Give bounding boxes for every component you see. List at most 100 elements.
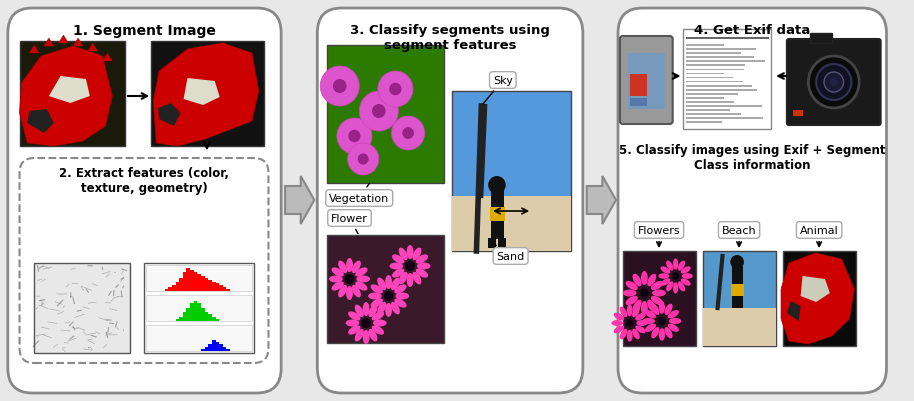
Ellipse shape xyxy=(332,268,344,277)
Circle shape xyxy=(488,176,505,194)
Ellipse shape xyxy=(620,307,627,318)
Bar xyxy=(172,286,175,291)
Circle shape xyxy=(816,65,851,101)
Bar xyxy=(686,49,756,51)
Bar xyxy=(34,263,130,353)
Bar xyxy=(227,349,230,351)
Bar xyxy=(194,302,197,321)
Bar xyxy=(190,270,194,291)
Circle shape xyxy=(626,319,633,327)
Bar xyxy=(216,319,219,321)
Ellipse shape xyxy=(348,312,360,321)
Polygon shape xyxy=(19,47,112,147)
Bar xyxy=(490,207,505,221)
Polygon shape xyxy=(48,77,90,104)
Ellipse shape xyxy=(356,268,367,277)
FancyBboxPatch shape xyxy=(620,37,673,125)
Bar xyxy=(686,122,722,124)
Circle shape xyxy=(824,73,844,93)
Ellipse shape xyxy=(356,276,370,283)
Polygon shape xyxy=(29,46,39,54)
Bar xyxy=(186,308,190,321)
Ellipse shape xyxy=(399,248,408,261)
Ellipse shape xyxy=(611,320,623,326)
Ellipse shape xyxy=(368,305,377,318)
Ellipse shape xyxy=(416,269,428,278)
Bar xyxy=(197,274,201,291)
Ellipse shape xyxy=(645,324,656,332)
Circle shape xyxy=(347,144,378,176)
Ellipse shape xyxy=(635,326,645,334)
Circle shape xyxy=(658,317,666,325)
Circle shape xyxy=(405,261,415,271)
Bar xyxy=(686,45,724,47)
Polygon shape xyxy=(27,110,54,134)
Ellipse shape xyxy=(346,258,353,272)
Ellipse shape xyxy=(625,296,638,306)
Bar xyxy=(703,308,776,346)
Ellipse shape xyxy=(632,274,642,287)
Ellipse shape xyxy=(622,290,636,297)
Circle shape xyxy=(357,154,368,165)
Bar xyxy=(152,42,263,147)
Ellipse shape xyxy=(377,302,387,315)
Bar xyxy=(201,349,205,351)
Bar xyxy=(216,284,219,291)
Ellipse shape xyxy=(643,318,655,324)
Bar xyxy=(491,190,504,239)
Ellipse shape xyxy=(641,271,648,285)
Ellipse shape xyxy=(373,320,387,327)
Ellipse shape xyxy=(355,329,364,342)
Ellipse shape xyxy=(613,313,624,321)
Bar xyxy=(686,81,743,83)
Ellipse shape xyxy=(345,320,359,327)
Polygon shape xyxy=(154,44,259,147)
Bar xyxy=(703,251,776,346)
Circle shape xyxy=(345,274,355,284)
Bar xyxy=(146,265,252,291)
Ellipse shape xyxy=(417,263,430,270)
Bar xyxy=(165,290,168,291)
Ellipse shape xyxy=(363,330,369,344)
Bar xyxy=(686,77,733,79)
Text: Sand: Sand xyxy=(495,245,525,261)
Ellipse shape xyxy=(669,318,681,324)
Circle shape xyxy=(337,119,372,155)
Bar xyxy=(183,312,186,321)
Ellipse shape xyxy=(389,263,403,270)
Bar xyxy=(630,75,647,97)
Text: 2. Extract features (color,
texture, geometry): 2. Extract features (color, texture, geo… xyxy=(59,166,229,194)
Polygon shape xyxy=(285,176,314,225)
Ellipse shape xyxy=(664,304,673,315)
Ellipse shape xyxy=(666,282,674,292)
Bar xyxy=(686,102,734,103)
Polygon shape xyxy=(88,44,98,52)
Bar xyxy=(732,266,743,308)
Ellipse shape xyxy=(659,328,665,341)
Ellipse shape xyxy=(329,276,343,283)
Ellipse shape xyxy=(391,302,400,315)
Circle shape xyxy=(389,83,401,96)
Text: Vegetation: Vegetation xyxy=(329,184,389,203)
Bar xyxy=(686,93,738,95)
Bar xyxy=(628,54,664,110)
Ellipse shape xyxy=(652,304,659,315)
Ellipse shape xyxy=(681,267,691,274)
Ellipse shape xyxy=(627,304,632,316)
Bar xyxy=(208,280,212,291)
Bar xyxy=(686,85,751,87)
Circle shape xyxy=(391,117,425,151)
Ellipse shape xyxy=(399,272,408,285)
Bar xyxy=(175,319,179,321)
Bar xyxy=(686,65,745,67)
Bar xyxy=(488,239,496,248)
Bar xyxy=(208,344,212,351)
Polygon shape xyxy=(781,253,855,344)
Bar xyxy=(686,97,724,99)
Ellipse shape xyxy=(673,283,678,294)
Ellipse shape xyxy=(632,307,640,318)
Bar xyxy=(175,282,179,291)
Bar xyxy=(452,92,571,251)
Polygon shape xyxy=(102,54,112,62)
Polygon shape xyxy=(184,79,219,106)
